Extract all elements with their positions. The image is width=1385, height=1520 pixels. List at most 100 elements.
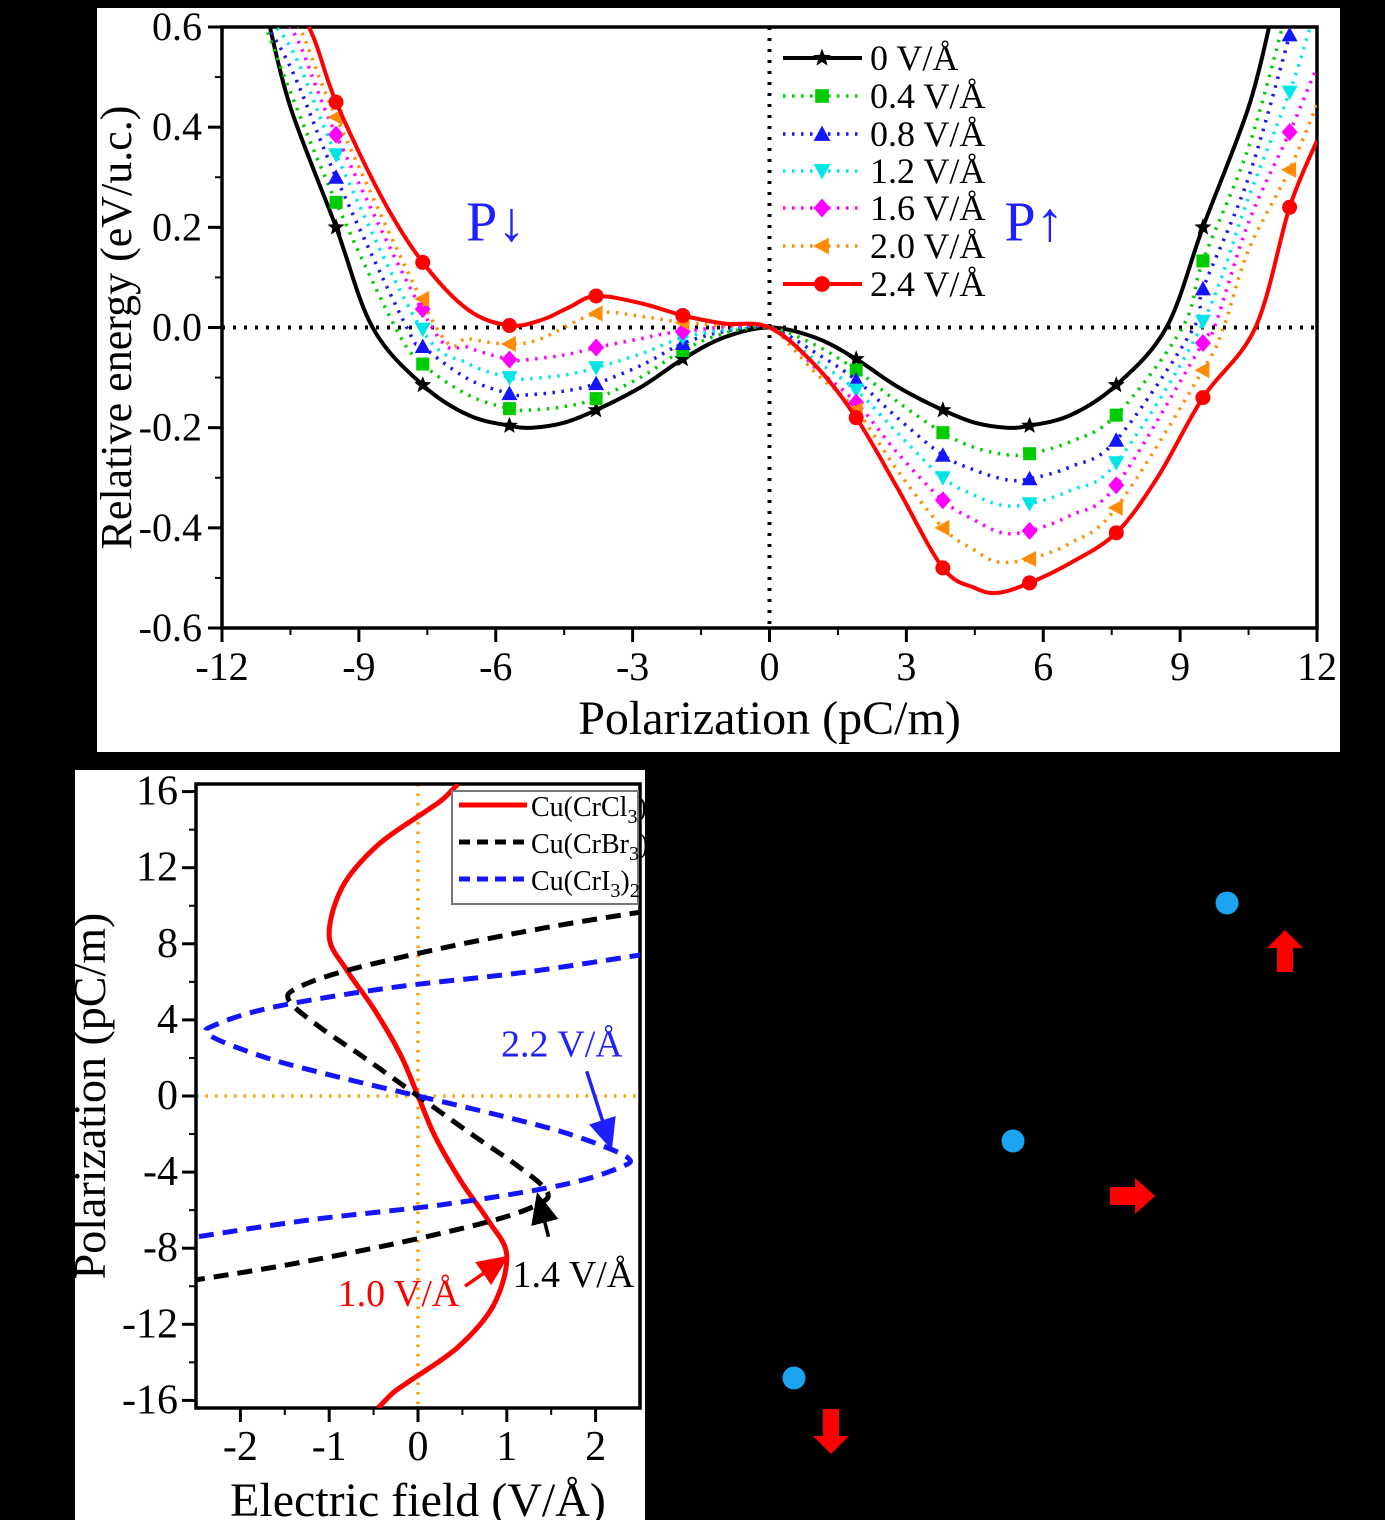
data-marker (1108, 525, 1124, 541)
x-tick-label: 0 (408, 1424, 429, 1470)
data-marker (1194, 362, 1210, 379)
data-marker (1022, 575, 1038, 591)
cu-atom-bottom (782, 1366, 806, 1390)
data-marker (587, 401, 605, 418)
legend-label: 0.8 V/Å (870, 114, 985, 154)
data-marker (1021, 497, 1038, 512)
data-marker (1021, 521, 1038, 540)
data-marker (589, 392, 603, 406)
legend: 0 V/Å0.4 V/Å0.8 V/Å1.2 V/Å1.6 V/Å2.0 V/Å… (783, 38, 985, 304)
y-tick-label: 12 (136, 845, 178, 891)
x-tick-label: -12 (195, 644, 248, 689)
y-tick-label: 0.6 (152, 8, 202, 49)
data-marker (501, 350, 518, 369)
annotation-label: 1.0 V/Å (338, 1273, 460, 1315)
legend-label: 0 V/Å (870, 38, 958, 78)
data-marker (1281, 85, 1298, 101)
legend: Cu(CrCl3)2Cu(CrBr3)2Cu(CrI3)2 (451, 790, 645, 905)
y-tick-label: 0.2 (152, 204, 202, 249)
data-marker (1021, 550, 1037, 567)
data-marker (414, 338, 431, 354)
y-axis-title: Polarization (pC/m) (75, 913, 115, 1280)
cu-atom-top (1215, 891, 1239, 915)
data-marker (934, 491, 951, 510)
data-marker (1194, 218, 1212, 235)
data-marker (501, 317, 517, 333)
data-marker (1109, 408, 1123, 422)
data-marker (587, 305, 603, 322)
series-line-CuCrI32 (196, 952, 640, 1240)
y-axis-title: Relative energy (eV/u.c.) (97, 106, 141, 550)
data-marker (1196, 254, 1210, 268)
energy-chart-svg: -12 -9 -6 -3 0 3 6 9 12 -0.6 -0.4 -0.2 0.0 0.2 0.4 0.6 P… (97, 8, 1337, 745)
data-marker (588, 338, 605, 357)
data-marker (416, 357, 430, 371)
annotation-label: 1.4 V/Å (513, 1254, 635, 1296)
y-tick-label: 4 (157, 997, 178, 1043)
data-marker (934, 471, 951, 486)
x-tick-label: 12 (1297, 644, 1337, 689)
data-marker (588, 375, 605, 391)
data-marker (934, 401, 952, 418)
data-marker (848, 410, 864, 426)
data-marker (414, 322, 431, 338)
annotation-arrow (531, 1191, 559, 1238)
data-marker (328, 148, 345, 163)
region-label: P↓ (466, 191, 525, 253)
legend-label: 2.4 V/Å (870, 264, 985, 304)
polarization-arrow-right (1110, 1178, 1155, 1214)
y-tick-label: 8 (157, 921, 178, 967)
data-marker (675, 307, 691, 323)
polarization-arrow-down (813, 1409, 849, 1454)
series-group (263, 27, 1317, 596)
data-marker (1194, 334, 1211, 353)
data-marker (1107, 499, 1123, 516)
data-marker (1194, 314, 1211, 330)
data-marker (847, 350, 865, 367)
structure-svg (782, 891, 1303, 1454)
data-marker (1108, 432, 1125, 447)
data-marker (1021, 416, 1039, 433)
data-marker (500, 416, 518, 433)
data-marker (1281, 123, 1298, 142)
data-marker (328, 169, 345, 184)
data-marker (936, 426, 950, 440)
data-marker (327, 218, 345, 235)
data-marker (934, 519, 950, 536)
data-marker (501, 385, 518, 401)
legend-label: 1.6 V/Å (870, 188, 985, 228)
data-marker (1195, 390, 1211, 406)
data-marker (848, 383, 865, 399)
data-marker (500, 336, 516, 353)
crystal-structure-panel (660, 760, 1385, 1520)
data-marker (934, 447, 951, 462)
y-tick-label: -16 (122, 1377, 178, 1423)
energy-vs-polarization-chart: -12 -9 -6 -3 0 3 6 9 12 -0.6 -0.4 -0.2 0.0 0.2 0.4 0.6 P… (97, 8, 1340, 752)
data-marker (848, 372, 865, 387)
data-marker (1107, 376, 1125, 393)
legend-label: 0.4 V/Å (870, 76, 985, 116)
x-tick-label: -6 (479, 644, 512, 689)
series-line-1.2V (273, 27, 1312, 508)
y-tick-label: 16 (136, 770, 178, 815)
legend-label: 2.0 V/Å (870, 226, 985, 266)
y-tick-label: -4 (143, 1149, 178, 1195)
data-marker (849, 363, 863, 377)
polarization-arrow-up (1267, 930, 1303, 972)
series-group (196, 784, 640, 1408)
axes: -12 -9 -6 -3 0 3 6 9 12 -0.6 -0.4 -0.2 0.0 0.2 0.4 0.6 (139, 8, 1337, 689)
data-marker (588, 361, 605, 376)
data-marker (1194, 280, 1211, 296)
x-tick-label: 1 (496, 1424, 517, 1470)
annotation-arrow (464, 1255, 509, 1288)
annotation-arrow (585, 1070, 616, 1151)
data-marker (328, 94, 344, 110)
region-label: P↑ (1005, 191, 1064, 253)
data-marker (329, 195, 343, 209)
data-marker (1281, 161, 1297, 178)
y-tick-label: -12 (122, 1301, 178, 1347)
data-marker (1021, 470, 1038, 486)
legend-label: Cu(CrBr3)2 (531, 829, 645, 865)
